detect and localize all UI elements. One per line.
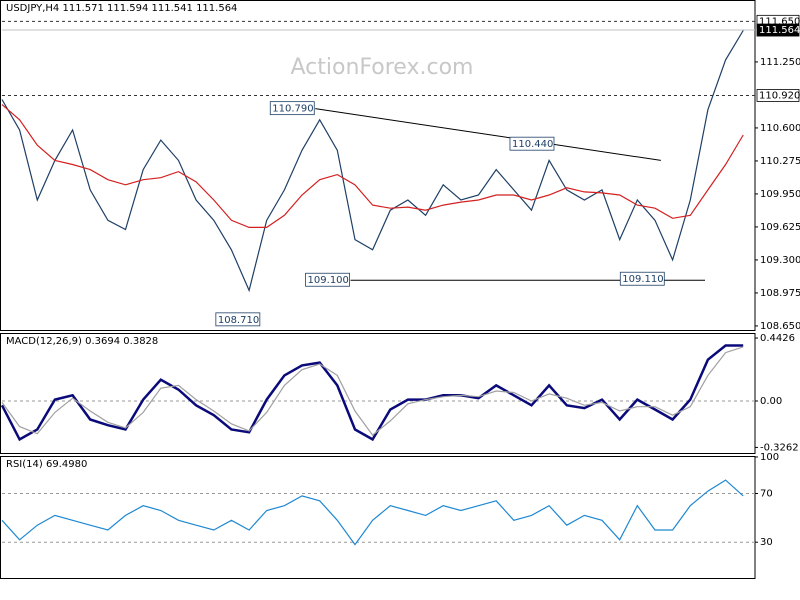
annotation: 109.110 [619,271,665,286]
level-label-text: 111.650 [759,16,800,27]
current-price-label-text: 111.564 [759,25,800,36]
series-line [1,479,744,546]
y-tick-label: 109.625 [760,222,800,233]
panel-frame [0,333,756,454]
y-tick-label: 0.00 [760,396,782,407]
panel-title: USDJPY,H4 111.571 111.594 111.541 111.56… [6,3,237,14]
current-price-label-box [756,23,800,37]
panel-frame [0,456,756,579]
level-label: 110.920 [756,89,800,102]
trendline [315,108,661,161]
series-line [1,104,744,228]
watermark: ActionForex.com [291,55,474,80]
y-tick-label: 110.275 [760,156,800,167]
annotation-label: 109.110 [622,274,663,285]
annotation-label: 110.790 [272,104,313,115]
annotation-box [305,272,350,287]
y-tick-label: -0.3262 [760,442,799,453]
y-tick-label: 108.975 [760,288,800,299]
current-price-label: 111.564 [756,23,800,37]
series-line [1,346,744,436]
y-tick-label: 100 [760,452,779,463]
annotation-box [215,312,261,327]
annotation: 110.790 [269,101,315,116]
annotation-label: 109.100 [308,275,349,286]
level-label-text: 110.920 [759,90,800,101]
annotation-box [509,136,555,151]
panel-title: MACD(12,26,9) 0.3694 0.3828 [6,336,158,347]
panel-title: RSI(14) 69.4980 [6,459,87,470]
series-line [0,344,744,442]
annotation-label: 110.440 [512,139,553,150]
y-tick-label: 110.600 [760,123,800,134]
series-line [1,30,744,293]
annotation-box [269,101,315,116]
y-tick-label: 109.300 [760,255,800,266]
y-tick-label: 111.250 [760,57,800,68]
y-tick-label: 30 [760,537,773,548]
level-label-box [756,89,800,102]
y-tick-label: 0.4426 [760,333,795,344]
panel-frame [0,0,756,331]
annotation-box [619,271,665,286]
y-tick-label: 109.950 [760,189,800,200]
annotation: 109.100 [305,272,350,287]
annotation-label: 108.710 [218,315,259,326]
annotation: 110.440 [509,136,555,151]
y-tick-label: 108.650 [760,321,800,332]
annotation: 108.710 [215,312,261,327]
y-tick-label: 70 [760,489,773,500]
